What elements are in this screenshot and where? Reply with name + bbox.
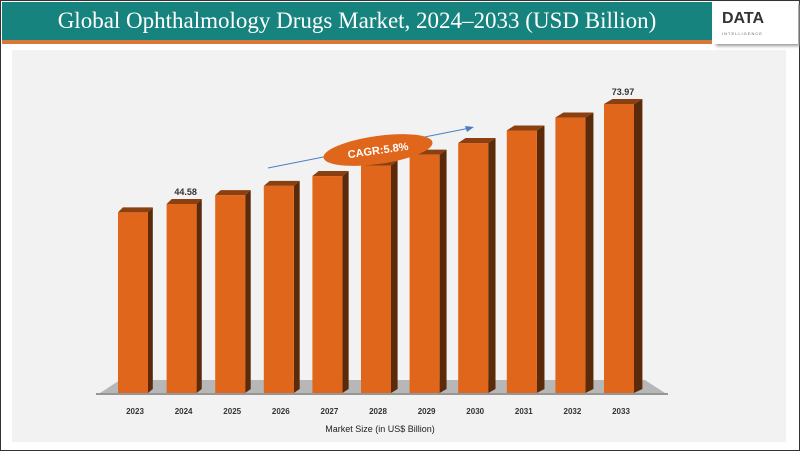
bar-top [312, 171, 349, 177]
bar-side [342, 171, 349, 393]
x-axis-label: Market Size (in US$ Billion) [325, 424, 435, 434]
logo-subtext: INTELLIGENCE [722, 31, 763, 36]
bar-top [604, 99, 643, 105]
cagr-badge [323, 134, 433, 166]
bar [166, 204, 197, 393]
x-tick-label: 2028 [369, 407, 387, 416]
x-tick-label: 2030 [466, 407, 484, 416]
bar-top [166, 199, 202, 204]
x-tick-label: 2023 [126, 407, 144, 416]
bar-side [293, 180, 300, 393]
bar-top [506, 125, 545, 131]
x-tick-label: 2032 [564, 407, 582, 416]
bar [215, 195, 246, 393]
logo: DATA INTELLIGENCE [714, 2, 798, 44]
x-tick-label: 2026 [272, 407, 290, 416]
bar-top [215, 190, 251, 196]
header-bar: Global Ophthalmology Drugs Market, 2024–… [2, 2, 712, 44]
bar-side [245, 190, 251, 393]
x-tick-label: 2027 [321, 407, 339, 416]
bar-top [118, 207, 153, 213]
bar-side [634, 99, 643, 393]
x-tick-label: 2024 [175, 407, 193, 416]
x-tick-label: 2029 [418, 407, 436, 416]
x-tick-label: 2033 [612, 407, 630, 416]
bar [458, 143, 489, 393]
x-tick-label: 2025 [223, 407, 241, 416]
cagr-arrow-head [465, 126, 474, 132]
x-tick-label: 2031 [515, 407, 533, 416]
bar-top [458, 138, 496, 144]
bar [409, 154, 440, 393]
page-title: Global Ophthalmology Drugs Market, 2024–… [57, 8, 657, 33]
bar [604, 104, 634, 393]
bar-side [536, 125, 545, 393]
bar-side [391, 160, 398, 393]
bar-side [488, 138, 496, 393]
bar [506, 130, 537, 393]
bar-top [555, 112, 594, 118]
bar-top [263, 180, 300, 186]
data-label: 73.97 [612, 87, 635, 97]
bar [555, 117, 586, 394]
data-label: 44.58 [174, 187, 197, 197]
bar [361, 165, 391, 393]
bar-side [585, 112, 594, 394]
bar-side [439, 149, 447, 393]
bar [312, 176, 343, 393]
bar-side [148, 207, 153, 393]
bar [118, 212, 148, 393]
bar-side [196, 199, 202, 393]
logo-text: DATA [722, 10, 765, 27]
bar [263, 185, 294, 393]
